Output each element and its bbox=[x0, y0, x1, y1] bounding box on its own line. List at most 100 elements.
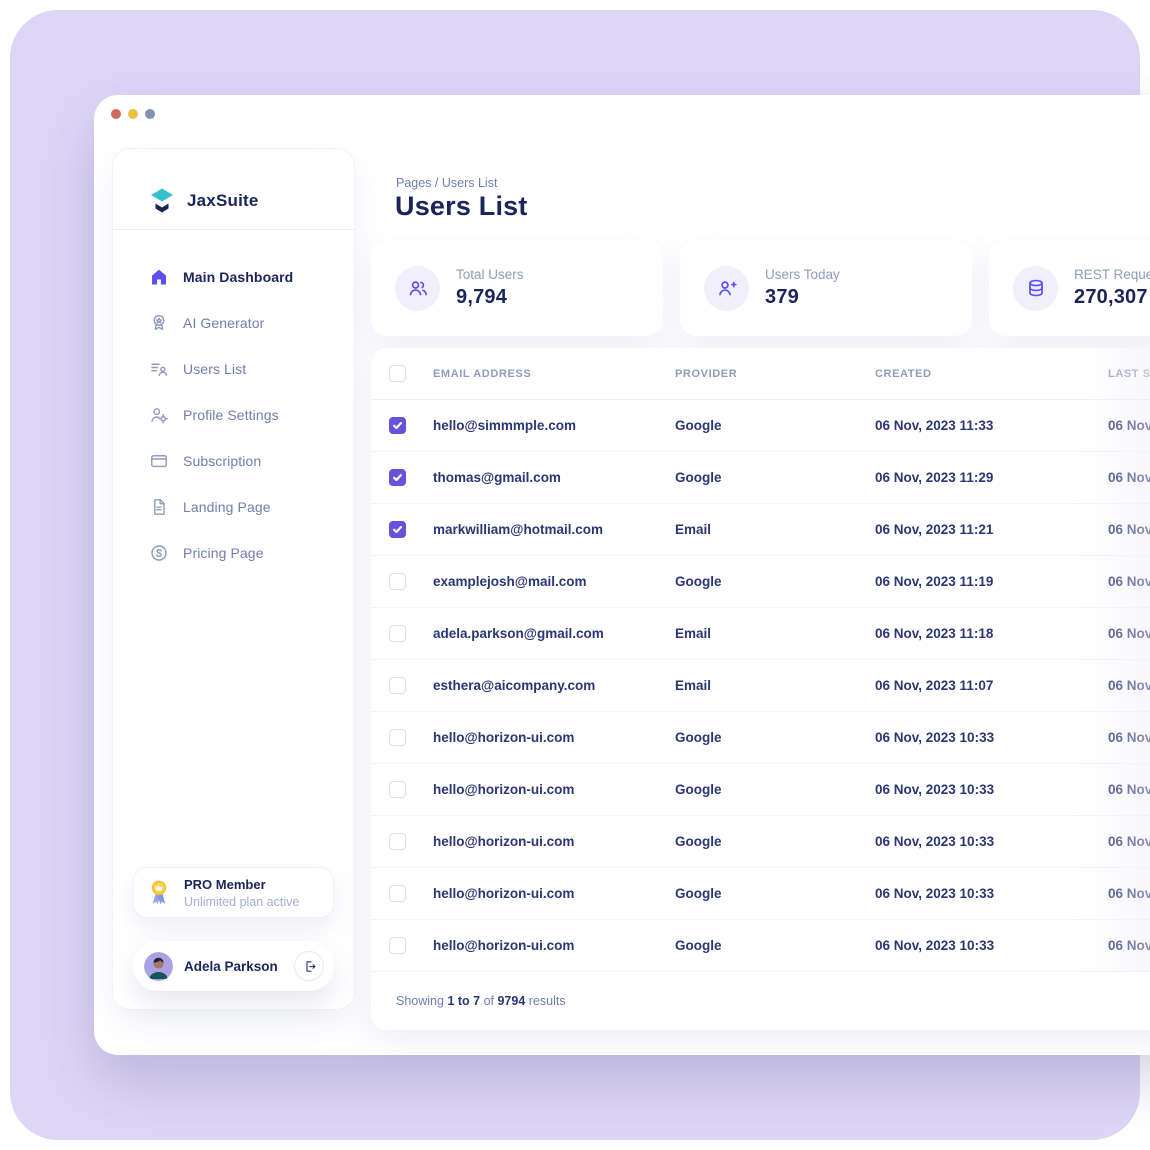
table-row[interactable]: hello@horizon-ui.com Google 06 Nov, 2023… bbox=[371, 816, 1150, 868]
stat-value: 270,307 bbox=[1074, 286, 1148, 308]
row-checkbox[interactable] bbox=[389, 781, 406, 798]
sidebar-item-ai-generator[interactable]: AI Generator bbox=[113, 300, 354, 346]
cell-email: hello@horizon-ui.com bbox=[433, 938, 575, 953]
cell-last-sign-in: 06 Nov, 2023 bbox=[1108, 418, 1150, 433]
stat-value: 379 bbox=[765, 286, 799, 308]
footer-prefix: Showing bbox=[396, 994, 448, 1008]
profile-settings-icon bbox=[149, 405, 169, 425]
column-header-provider[interactable]: PROVIDER bbox=[675, 367, 738, 380]
row-checkbox[interactable] bbox=[389, 729, 406, 746]
cell-created: 06 Nov, 2023 10:33 bbox=[875, 886, 995, 901]
table-header: EMAIL ADDRESS PROVIDER CREATED LAST SIGN IN bbox=[371, 348, 1150, 400]
cell-provider: Google bbox=[675, 886, 722, 901]
stat-card-rest-requests: REST Requests 270,307 bbox=[989, 240, 1150, 336]
select-all-checkbox[interactable] bbox=[389, 365, 406, 382]
cell-last-sign-in: 06 Nov, 2023 bbox=[1108, 886, 1150, 901]
home-icon bbox=[152, 269, 166, 285]
cell-provider: Email bbox=[675, 626, 712, 641]
medal-icon bbox=[144, 877, 174, 909]
sidebar-item-pricing-page[interactable]: Pricing Page bbox=[113, 530, 354, 576]
row-checkbox[interactable] bbox=[389, 521, 406, 538]
row-checkbox[interactable] bbox=[389, 625, 406, 642]
table-row[interactable]: markwilliam@hotmail.com Email 06 Nov, 20… bbox=[371, 504, 1150, 556]
row-checkbox[interactable] bbox=[389, 469, 406, 486]
row-checkbox[interactable] bbox=[389, 677, 406, 694]
sidebar-divider bbox=[113, 229, 354, 230]
database-icon-bubble bbox=[1013, 265, 1058, 311]
pro-member-card[interactable]: PRO Member Unlimited plan active bbox=[133, 867, 334, 918]
sidebar-item-users-list[interactable]: Users List bbox=[113, 346, 354, 392]
sidebar-menu: Main Dashboard AI Generator Users List P… bbox=[113, 230, 354, 576]
cell-last-sign-in: 06 Nov, 2023 bbox=[1108, 938, 1150, 953]
user-plus-icon-bubble bbox=[704, 265, 749, 311]
cell-created: 06 Nov, 2023 10:33 bbox=[875, 834, 995, 849]
cell-last-sign-in: 06 Nov, 2023 bbox=[1108, 782, 1150, 797]
sidebar: JaxSuite Main Dashboard AI Generator Use… bbox=[112, 148, 355, 1010]
table-row[interactable]: hello@simmmple.com Google 06 Nov, 2023 1… bbox=[371, 400, 1150, 452]
close-window-icon[interactable] bbox=[111, 109, 121, 119]
brand: JaxSuite bbox=[113, 149, 354, 227]
sidebar-item-label: AI Generator bbox=[183, 315, 265, 331]
table-row[interactable]: hello@horizon-ui.com Google 06 Nov, 2023… bbox=[371, 712, 1150, 764]
cell-created: 06 Nov, 2023 11:07 bbox=[875, 678, 994, 693]
table-row[interactable]: hello@horizon-ui.com Google 06 Nov, 2023… bbox=[371, 920, 1150, 972]
cell-provider: Google bbox=[675, 730, 722, 745]
table-row[interactable]: adela.parkson@gmail.com Email 06 Nov, 20… bbox=[371, 608, 1150, 660]
users-list-icon bbox=[149, 359, 169, 379]
cell-last-sign-in: 06 Nov, 2023 bbox=[1108, 678, 1150, 693]
sidebar-item-landing-page[interactable]: Landing Page bbox=[113, 484, 354, 530]
cell-last-sign-in: 06 Nov, 2023 bbox=[1108, 626, 1150, 641]
cell-created: 06 Nov, 2023 10:33 bbox=[875, 730, 995, 745]
column-header-created[interactable]: CREATED bbox=[875, 367, 932, 380]
row-checkbox[interactable] bbox=[389, 937, 406, 954]
cell-created: 06 Nov, 2023 10:33 bbox=[875, 782, 995, 797]
sidebar-item-profile-settings[interactable]: Profile Settings bbox=[113, 392, 354, 438]
cell-provider: Google bbox=[675, 834, 722, 849]
user-pill: Adela Parkson bbox=[133, 941, 334, 991]
stat-value: 9,794 bbox=[456, 286, 508, 308]
column-header-last-sign-in[interactable]: LAST SIGN IN bbox=[1108, 367, 1150, 380]
users-table: EMAIL ADDRESS PROVIDER CREATED LAST SIGN IN… bbox=[371, 348, 1150, 1030]
avatar[interactable] bbox=[144, 951, 173, 981]
users-icon-bubble bbox=[395, 265, 440, 311]
sidebar-item-label: Pricing Page bbox=[183, 545, 264, 561]
document-icon bbox=[154, 499, 165, 515]
cell-email: adela.parkson@gmail.com bbox=[433, 626, 604, 641]
table-row[interactable]: hello@horizon-ui.com Google 06 Nov, 2023… bbox=[371, 868, 1150, 920]
page-title: Users List bbox=[395, 191, 528, 221]
dollar-circle-icon bbox=[149, 543, 169, 563]
footer-total: 9794 bbox=[497, 994, 526, 1008]
cell-email: markwilliam@hotmail.com bbox=[433, 522, 603, 537]
column-header-email-address[interactable]: EMAIL ADDRESS bbox=[433, 367, 532, 380]
cell-provider: Google bbox=[675, 574, 722, 589]
table-row[interactable]: examplejosh@mail.com Google 06 Nov, 2023… bbox=[371, 556, 1150, 608]
row-checkbox[interactable] bbox=[389, 885, 406, 902]
cell-last-sign-in: 06 Nov, 2023 bbox=[1108, 470, 1150, 485]
stat-card-total-users: Total Users 9,794 bbox=[371, 240, 663, 336]
footer-of: of bbox=[480, 994, 498, 1008]
minimize-window-icon[interactable] bbox=[128, 109, 138, 119]
row-checkbox[interactable] bbox=[389, 417, 406, 434]
cell-last-sign-in: 06 Nov, 2023 bbox=[1108, 574, 1150, 589]
row-checkbox[interactable] bbox=[389, 573, 406, 590]
cell-email: esthera@aicompany.com bbox=[433, 678, 596, 693]
credit-card-icon bbox=[151, 455, 167, 468]
table-row[interactable]: hello@horizon-ui.com Google 06 Nov, 2023… bbox=[371, 764, 1150, 816]
logout-button[interactable] bbox=[294, 951, 324, 981]
sidebar-item-subscription[interactable]: Subscription bbox=[113, 438, 354, 484]
window-controls bbox=[111, 109, 155, 119]
stats-row: Total Users 9,794 Users Today 379 REST R… bbox=[371, 240, 1150, 336]
table-row[interactable]: esthera@aicompany.com Email 06 Nov, 2023… bbox=[371, 660, 1150, 712]
table-body: hello@simmmple.com Google 06 Nov, 2023 1… bbox=[371, 400, 1150, 972]
breadcrumb[interactable]: Pages / Users List bbox=[396, 176, 498, 190]
credit-card-icon bbox=[149, 451, 169, 471]
award-icon bbox=[153, 315, 165, 331]
table-row[interactable]: thomas@gmail.com Google 06 Nov, 2023 11:… bbox=[371, 452, 1150, 504]
sidebar-item-main-dashboard[interactable]: Main Dashboard bbox=[113, 254, 354, 300]
sidebar-item-label: Main Dashboard bbox=[183, 269, 294, 285]
users-icon bbox=[409, 281, 427, 296]
expand-window-icon[interactable] bbox=[145, 109, 155, 119]
pro-member-title: PRO Member bbox=[184, 876, 266, 892]
row-checkbox[interactable] bbox=[389, 833, 406, 850]
cell-created: 06 Nov, 2023 11:21 bbox=[875, 522, 994, 537]
